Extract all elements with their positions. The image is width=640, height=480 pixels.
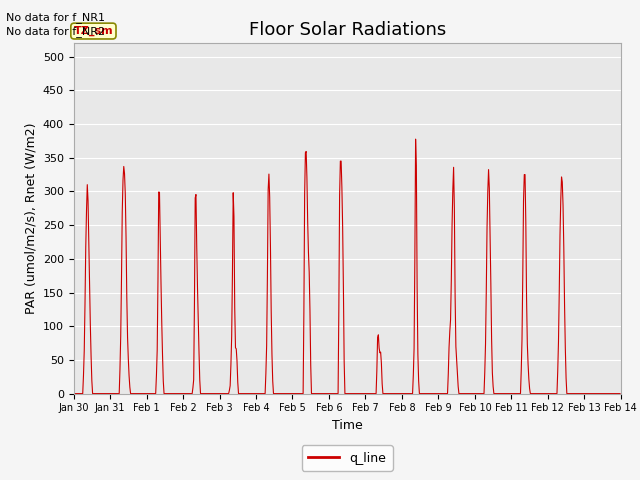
Legend: q_line: q_line (302, 445, 392, 471)
Text: No data for f_NR1: No data for f_NR1 (6, 12, 106, 23)
X-axis label: Time: Time (332, 419, 363, 432)
Title: Floor Solar Radiations: Floor Solar Radiations (248, 21, 446, 39)
Y-axis label: PAR (umol/m2/s), Rnet (W/m2): PAR (umol/m2/s), Rnet (W/m2) (24, 123, 37, 314)
Text: TZ_sm: TZ_sm (74, 26, 113, 36)
Text: No data for f_NR2: No data for f_NR2 (6, 26, 106, 37)
